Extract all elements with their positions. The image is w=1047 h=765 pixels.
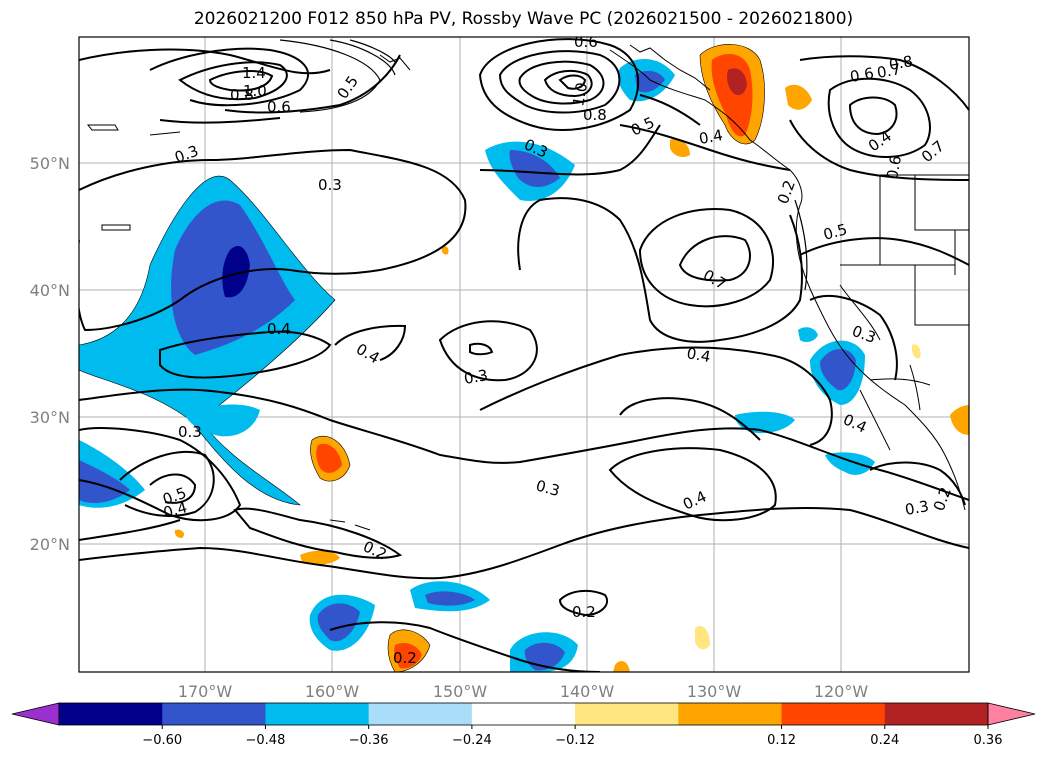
- positive-pv-fill: [174, 44, 969, 672]
- map-frame: [78, 36, 970, 673]
- colorbar-segment: [781, 703, 886, 725]
- thin-contours: [279, 39, 808, 291]
- colorbar-extend-left: [11, 702, 60, 726]
- contour-label: 0.3: [318, 176, 342, 194]
- contour-label: 0.8: [888, 52, 915, 74]
- lat-label-20n: 20°N: [30, 535, 70, 554]
- contour-label: 0.2: [572, 603, 596, 621]
- contour-label: 0.4: [161, 498, 189, 522]
- lat-label-50n: 50°N: [30, 154, 70, 173]
- lon-label-160w: 160°W: [305, 682, 360, 701]
- lon-label-150w: 150°W: [433, 682, 488, 701]
- colorbar-segment: [884, 703, 989, 725]
- lon-label-130w: 130°W: [687, 682, 742, 701]
- contour-label: 0.2: [393, 649, 417, 667]
- contour-label: 0.5: [821, 220, 849, 244]
- latitude-labels: 50°N 40°N 30°N 20°N: [30, 154, 70, 554]
- coastlines: [86, 44, 969, 531]
- colorbar-tick-label: 0.24: [870, 733, 899, 748]
- colorbar-tick-label: −0.36: [349, 733, 389, 748]
- colorbar-segment: [678, 703, 783, 725]
- colorbar-segment: [575, 703, 679, 725]
- colorbar-segment: [162, 703, 266, 725]
- contour-label: 0.4: [267, 320, 291, 338]
- colorbar-extend-right: [987, 702, 1036, 726]
- contour-label: 0.7: [876, 60, 903, 82]
- contour-label: 0.4: [698, 126, 725, 148]
- colorbar-tick-label: −0.12: [555, 733, 595, 748]
- colorbar-tick-label: 0.36: [974, 733, 1003, 748]
- lon-label-140w: 140°W: [560, 682, 615, 701]
- lon-label-120w: 120°W: [814, 682, 869, 701]
- colorbar-segment: [59, 703, 163, 725]
- colorbar-tick-label: −0.60: [142, 733, 182, 748]
- colorbar-tick-label: −0.24: [452, 733, 492, 748]
- contour-label: 0.6: [883, 154, 905, 181]
- colorbar-segment: [471, 703, 576, 725]
- contour-label: 1.0: [243, 82, 267, 100]
- contour-label: 0.6: [849, 64, 876, 86]
- longitude-labels: 170°W 160°W 150°W 140°W 130°W 120°W: [178, 682, 869, 701]
- map-title: 2026021200 F012 850 hPa PV, Rossby Wave …: [193, 9, 854, 29]
- contour-label: 0.3: [463, 366, 490, 388]
- contour-label: 0.3: [904, 497, 931, 519]
- lat-label-40n: 40°N: [30, 281, 70, 300]
- colorbar-segment: [265, 703, 370, 725]
- contour-label: 0.3: [534, 476, 562, 500]
- contour-label: 1.0: [569, 81, 591, 108]
- contour-label: 0.3: [178, 423, 202, 441]
- colorbar-segment: [368, 703, 473, 725]
- contour-label: 0.4: [685, 344, 712, 366]
- colorbar-boxes: [59, 703, 989, 725]
- contour-label: 1.4: [242, 64, 266, 82]
- lon-label-170w: 170°W: [178, 682, 233, 701]
- contour-label: 0.8: [230, 86, 254, 104]
- lat-label-30n: 30°N: [30, 408, 70, 427]
- negative-pv-fill: [79, 58, 875, 672]
- colorbar: −0.60−0.48−0.36−0.24−0.120.120.240.360.4…: [11, 702, 1036, 748]
- colorbar-ticks: −0.60−0.48−0.36−0.24−0.120.120.240.360.4…: [142, 725, 1003, 748]
- pv-contours: [79, 38, 969, 672]
- colorbar-tick-label: 0.12: [767, 733, 796, 748]
- colorbar-tick-label: −0.48: [246, 733, 286, 748]
- contour-label: 0.6: [574, 33, 598, 51]
- contour-label: 0.8: [583, 106, 607, 124]
- contour-label: 0.6: [267, 98, 291, 116]
